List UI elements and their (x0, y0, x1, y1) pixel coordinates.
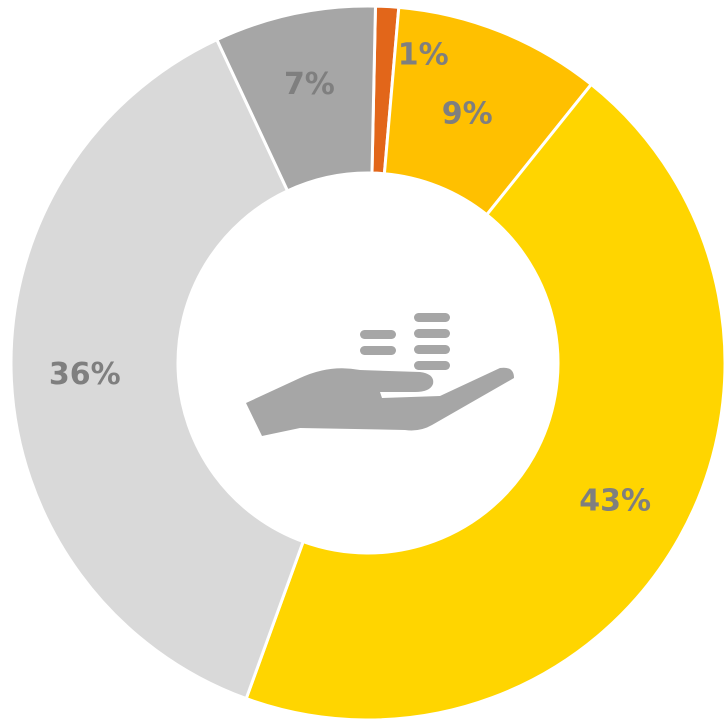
data-label: 9% (442, 97, 493, 132)
hand-coins-icon (246, 313, 514, 436)
labels: 1% 9% 43% 36% 7% (49, 37, 651, 518)
data-label: 7% (284, 67, 335, 102)
slice (9, 37, 306, 701)
data-label: 36% (49, 357, 121, 392)
data-label: 43% (579, 483, 651, 518)
slices (9, 4, 727, 722)
slice (244, 82, 727, 722)
data-label: 1% (398, 37, 449, 72)
slice (214, 4, 378, 193)
